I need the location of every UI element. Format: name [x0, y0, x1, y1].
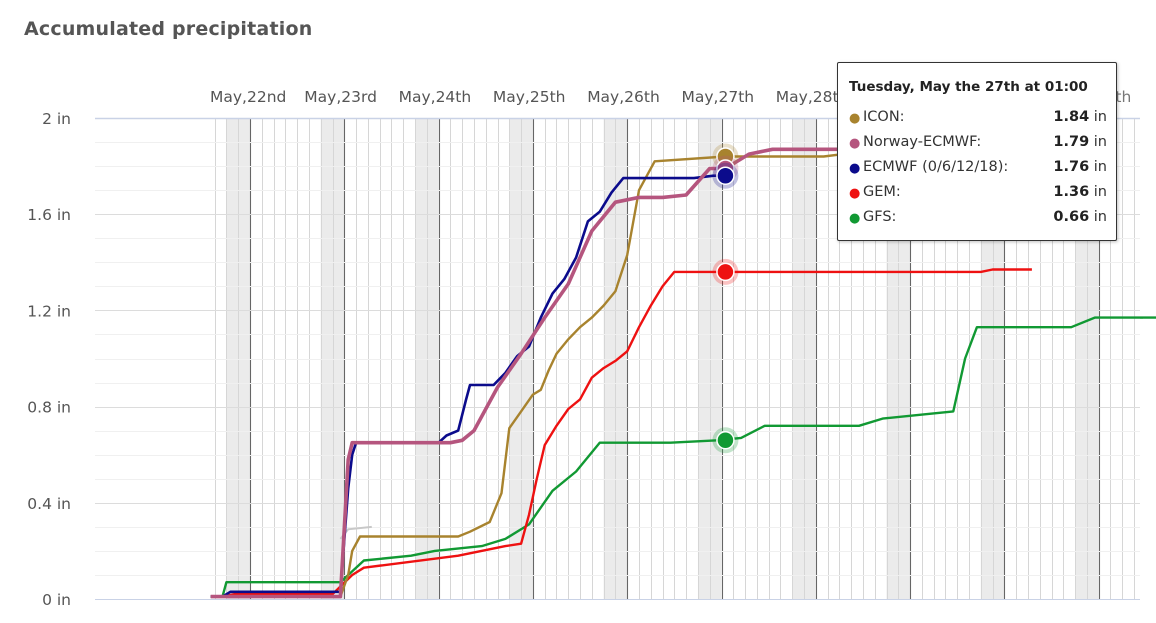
series-line-norway-ecmwf	[210, 145, 966, 599]
legend-dot: ●	[849, 186, 861, 201]
hover-marker	[716, 166, 735, 185]
series-line-gem	[210, 268, 1032, 598]
hover-marker	[716, 262, 735, 282]
tooltip-value: 0.66	[1053, 209, 1090, 225]
legend-dot: ●	[849, 111, 861, 126]
legend-dot: ●	[849, 211, 861, 226]
x-tick-label: May,26th	[587, 88, 660, 106]
tooltip-row-gfs: ● GFS: 0.66 in	[849, 209, 1107, 229]
legend-dot: ●	[849, 136, 861, 151]
tooltip-series-name: Norway-ECMWF:	[863, 134, 982, 150]
y-tick-label: 1.2 in	[27, 302, 71, 320]
y-tick-label: 2 in	[42, 110, 71, 128]
chart-title: Accumulated precipitation	[24, 18, 313, 40]
x-tick-label: May,23rd	[304, 88, 377, 106]
tooltip-unit: in	[1093, 184, 1107, 200]
legend-dot: ●	[849, 161, 861, 176]
x-tick-label: May,27th	[682, 88, 755, 106]
series-line-ecmwf-0-6-12-18	[210, 174, 726, 598]
hover-marker	[716, 431, 735, 450]
tooltip-series-name: GFS:	[863, 209, 897, 225]
tooltip-value: 1.79	[1053, 134, 1090, 150]
tooltip-value: 1.84	[1053, 109, 1090, 125]
tooltip-series-name: GEM:	[863, 184, 901, 200]
tooltip-row-ecmwf: ● ECMWF (0/6/12/18): 1.76 in	[849, 159, 1107, 179]
tooltip-value: 1.36	[1053, 184, 1090, 200]
x-tick-label: May,25th	[493, 88, 566, 106]
tooltip-value: 1.76	[1053, 159, 1090, 175]
series-lines	[210, 145, 1156, 599]
y-tick-label: 0 in	[42, 591, 71, 609]
tooltip-unit: in	[1093, 134, 1107, 150]
series-line-icon	[210, 152, 844, 598]
series-line-gfs	[210, 316, 1156, 598]
hover-markers	[712, 143, 739, 454]
tooltip-title: Tuesday, May the 27th at 01:00	[849, 79, 1088, 95]
tooltip-row-icon: ● ICON: 1.84 in	[849, 109, 1107, 129]
tooltip-series-name: ICON:	[863, 109, 905, 125]
y-tick-label: 1.6 in	[27, 206, 71, 224]
tooltip-row-gem: ● GEM: 1.36 in	[849, 184, 1107, 204]
tooltip-row-norway-ecmwf: ● Norway-ECMWF: 1.79 in	[849, 134, 1107, 154]
tooltip-series-name: ECMWF (0/6/12/18):	[863, 159, 1009, 175]
hover-tooltip: Tuesday, May the 27th at 01:00 ● ICON: 1…	[837, 62, 1117, 241]
y-axis-labels: 0 in 0.4 in 0.8 in 1.2 in 1.6 in 2 in	[27, 110, 71, 609]
y-tick-label: 0.4 in	[27, 495, 71, 513]
tooltip-unit: in	[1093, 159, 1107, 175]
x-tick-label: May,22nd	[210, 88, 286, 106]
tooltip-unit: in	[1093, 109, 1107, 125]
x-tick-label: May,28th	[776, 88, 849, 106]
tooltip-unit: in	[1093, 209, 1107, 225]
x-tick-label: May,24th	[399, 88, 472, 106]
y-tick-label: 0.8 in	[27, 399, 71, 417]
